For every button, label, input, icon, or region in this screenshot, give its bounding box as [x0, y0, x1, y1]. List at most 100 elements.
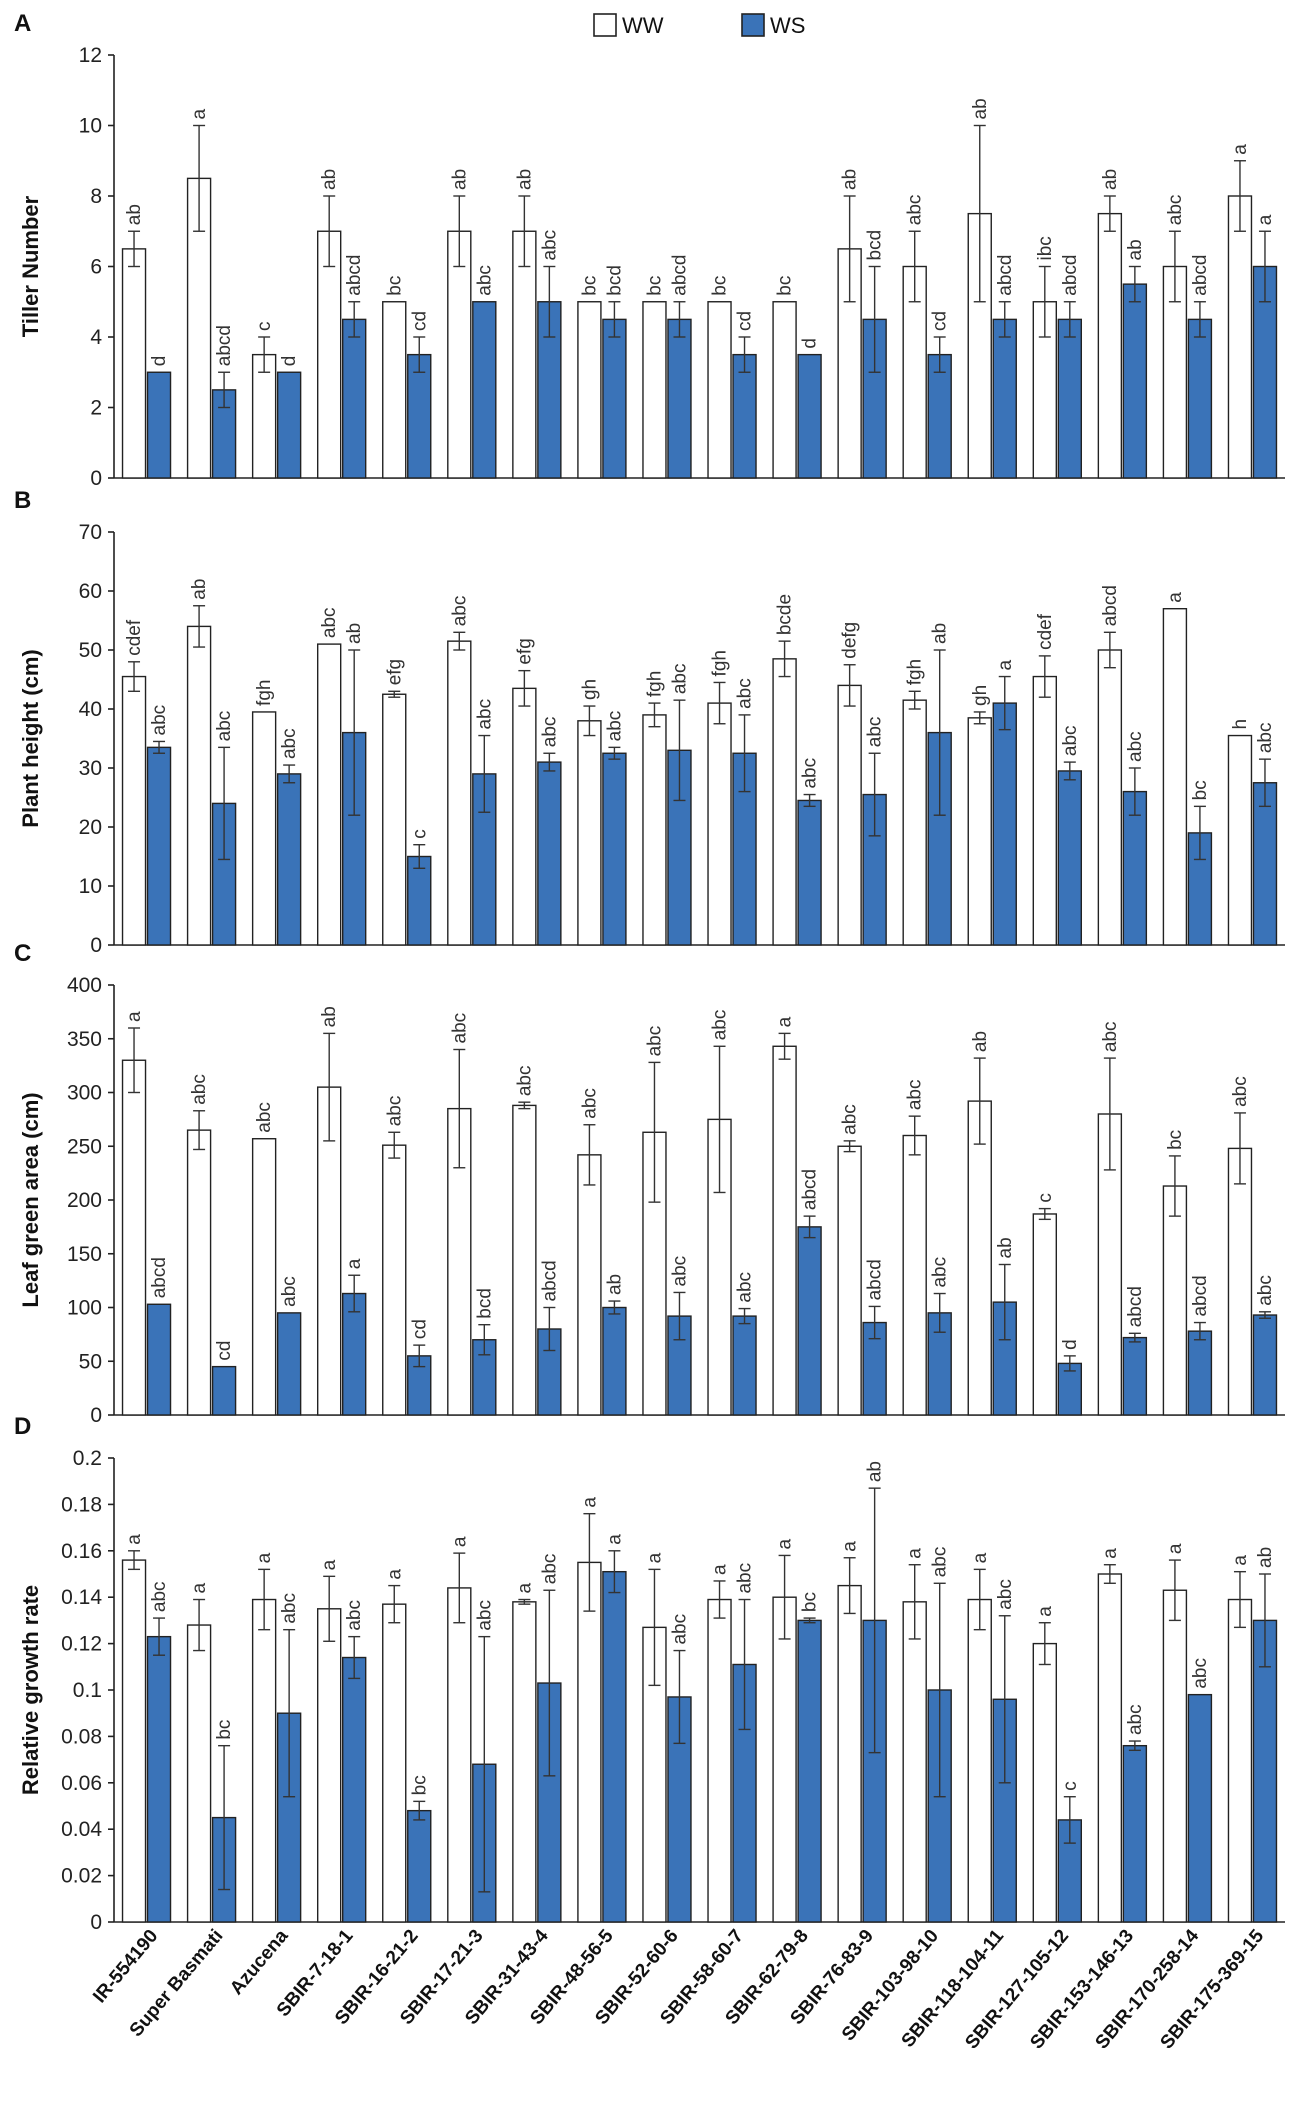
significance-letter: abcd [214, 325, 235, 366]
significance-letter: a [644, 1552, 665, 1563]
significance-letter: a [124, 1011, 145, 1022]
bar-ww [382, 1603, 407, 1923]
significance-letter: d [800, 338, 821, 349]
significance-letter: c [254, 322, 275, 332]
bar-ws [797, 799, 822, 946]
significance-letter: a [319, 1559, 340, 1570]
bar-ww [382, 693, 407, 946]
bar-ws [407, 353, 432, 479]
significance-letter: abc [800, 758, 821, 789]
significance-letter: bc [409, 1775, 430, 1795]
bar-ww [447, 1587, 472, 1923]
bar-ww [512, 230, 537, 479]
significance-letter: abc [474, 1600, 495, 1631]
bar-ws [276, 773, 302, 946]
significance-letter: gh [970, 685, 991, 706]
y-tick-label: 0.12 [61, 1633, 102, 1656]
significance-letter: ab [970, 1031, 991, 1052]
y-tick-label: 12 [79, 44, 102, 67]
panel-letter: A [14, 10, 31, 37]
significance-letter: abc [474, 699, 495, 730]
bar-ww [707, 301, 732, 479]
bar-ww [772, 658, 797, 946]
bar-ww [251, 1138, 277, 1416]
significance-letter: abc [319, 607, 340, 638]
significance-letter: a [189, 109, 210, 120]
y-tick-label: 0.18 [61, 1493, 102, 1516]
panel-letter: D [14, 1413, 31, 1440]
significance-letter: bcde [775, 594, 796, 635]
category-label: IR-554190 [89, 1926, 162, 2007]
bar-ws [537, 761, 562, 946]
significance-letter: abc [905, 1080, 926, 1111]
bar-ws [797, 353, 822, 479]
y-tick-label: 10 [79, 875, 102, 898]
significance-letter: ibc [1035, 236, 1056, 260]
significance-letter: ab [970, 98, 991, 119]
significance-letter: abc [279, 728, 300, 759]
bar-ws [1057, 770, 1083, 946]
bar-ww [967, 1598, 992, 1923]
significance-letter: a [1255, 214, 1276, 225]
bar-ww [577, 1154, 602, 1416]
y-axis-title: Leaf green area (cm) [18, 1092, 43, 1307]
y-tick-label: 400 [67, 974, 102, 997]
significance-letter: bcd [865, 230, 886, 261]
y-tick-label: 50 [79, 639, 102, 662]
significance-letter: ab [344, 623, 365, 644]
bar-ww [902, 699, 927, 946]
bar-ww [902, 1134, 927, 1416]
significance-letter: abc [1060, 725, 1081, 756]
significance-letter: ab [124, 204, 145, 225]
panel-d: D 0 0.02 0.04 0.06 0.08 0.1 0.12 0.14 0.16 0.18 0.2… [14, 1413, 1285, 1934]
significance-letter: abc [189, 1074, 210, 1105]
panel-c: C 0 50 100 150 200 250 300 350 400 Leaf green area… [14, 940, 1285, 1427]
y-tick-label: 0.14 [61, 1586, 102, 1609]
bar-ww [967, 1100, 992, 1416]
bar-ws [1057, 318, 1083, 479]
significance-letter: bc [579, 276, 600, 296]
significance-letter: d [279, 356, 300, 367]
significance-letter: abcd [539, 1260, 560, 1301]
significance-letter: abc [1230, 1076, 1251, 1107]
y-tick-label: 0.2 [73, 1447, 102, 1470]
significance-letter: abc [865, 717, 886, 748]
y-tick-label: 70 [79, 521, 102, 544]
significance-letter: abcd [800, 1169, 821, 1210]
bar-ww [316, 643, 342, 946]
significance-letter: abc [1100, 1021, 1121, 1052]
bar-ww [837, 684, 862, 946]
significance-letter: a [449, 1536, 470, 1547]
significance-letter: gh [579, 679, 600, 700]
bar-ws [992, 702, 1017, 946]
significance-letter: abc [1165, 195, 1186, 226]
significance-letter: defg [840, 622, 861, 659]
bar-ws [1187, 318, 1213, 479]
significance-letter: a [1100, 1548, 1121, 1559]
significance-letter: abc [995, 1579, 1016, 1610]
significance-letter: abcd [865, 1259, 886, 1300]
significance-letter: abc [735, 1563, 756, 1594]
significance-letter: h [1230, 719, 1251, 730]
bar-ws [472, 301, 497, 479]
significance-letter: bcd [604, 265, 625, 296]
bar-ws [992, 318, 1017, 479]
significance-letter: abc [279, 1593, 300, 1624]
bar-ws [407, 1809, 432, 1923]
bar-ws [407, 855, 432, 946]
bar-ww [121, 1059, 147, 1416]
significance-letter: ab [449, 169, 470, 190]
significance-letter: efg [514, 638, 535, 664]
bar-ws [1122, 1744, 1148, 1923]
bar-ww [186, 625, 212, 946]
significance-letter: fgh [254, 680, 275, 706]
significance-letter: abc [735, 1272, 756, 1303]
bar-ws [602, 1306, 627, 1416]
bar-ws [146, 1635, 172, 1923]
